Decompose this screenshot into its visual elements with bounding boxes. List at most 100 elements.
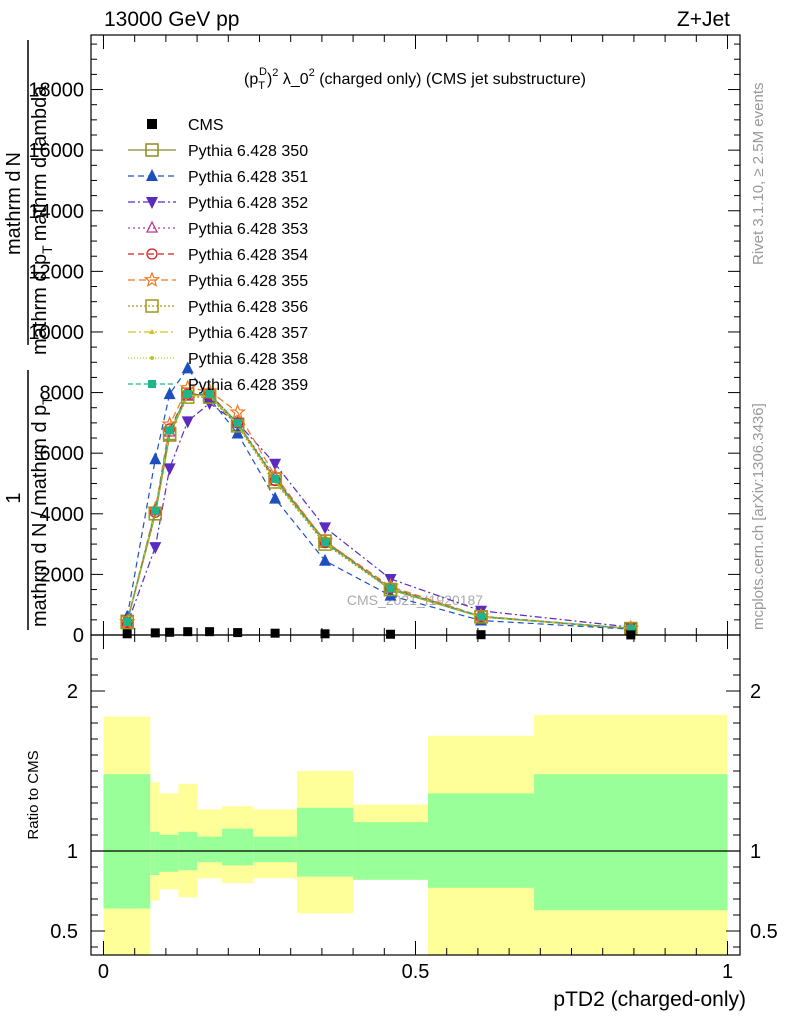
legend-marker bbox=[145, 143, 159, 157]
legend-item-352: Pythia 6.428 352 bbox=[128, 195, 308, 212]
legend-item-357: Pythia 6.428 357 bbox=[128, 325, 308, 342]
cms-point bbox=[270, 628, 280, 638]
upper-panel: 0 2000 4000 6000 8000 10000 12000 14000 16000 180… bbox=[3, 34, 741, 647]
x-tick-label: 0 bbox=[98, 961, 109, 983]
ratio-band-inner bbox=[103, 774, 151, 909]
series-point-356 bbox=[383, 582, 398, 597]
legend-item-358: Pythia 6.428 358 bbox=[128, 351, 308, 368]
ratio-y-label: Ratio to CMS bbox=[25, 750, 42, 839]
legend-item-356: Pythia 6.428 356 bbox=[128, 299, 308, 316]
ratio-y-tick-label: 1 bbox=[67, 841, 78, 863]
legend-label: Pythia 6.428 354 bbox=[188, 247, 308, 264]
ratio-band-inner bbox=[150, 831, 160, 875]
cms-points bbox=[122, 627, 636, 640]
series-point-356 bbox=[120, 615, 134, 630]
header-energy-label: 13000 GeV pp bbox=[104, 8, 239, 31]
legend-label: Pythia 6.428 356 bbox=[188, 299, 308, 316]
upper-y-ticks: 0 2000 4000 6000 8000 10000 12000 14000 16000 180… bbox=[28, 35, 740, 647]
ratio-y-tick-label-right: 0.5 bbox=[750, 921, 778, 943]
ratio-band-inner bbox=[253, 836, 297, 863]
y-tick-label: 12000 bbox=[28, 261, 84, 283]
series-359 bbox=[123, 390, 635, 633]
series-point-359 bbox=[386, 584, 395, 593]
legend-marker bbox=[146, 169, 158, 181]
legend-marker bbox=[150, 356, 154, 360]
series-point-351 bbox=[269, 491, 282, 504]
ratio-band-inner bbox=[534, 774, 728, 911]
legend-item-355: Pythia 6.428 355 bbox=[128, 271, 308, 290]
series-point-351 bbox=[384, 588, 397, 601]
upper-series-group bbox=[118, 361, 640, 636]
series-point-359 bbox=[165, 426, 174, 435]
series-point-359 bbox=[477, 612, 486, 621]
series-point-359 bbox=[271, 474, 280, 483]
ratio-bands bbox=[103, 715, 728, 955]
cms-point bbox=[165, 627, 175, 637]
legend-label: CMS bbox=[188, 117, 224, 134]
ratio-y-tick-label-right: 2 bbox=[750, 681, 761, 703]
cms-point bbox=[233, 628, 243, 638]
legend-label: Pythia 6.428 353 bbox=[188, 221, 308, 238]
series-point-352 bbox=[269, 458, 282, 471]
ratio-band-inner bbox=[427, 793, 535, 888]
series-point-359 bbox=[183, 390, 192, 399]
y-tick-label: 16000 bbox=[28, 140, 84, 162]
ratio-band-inner bbox=[222, 828, 254, 866]
series-point-359 bbox=[123, 617, 132, 626]
ratio-band-inner bbox=[159, 835, 179, 872]
series-point-352 bbox=[181, 416, 194, 429]
y-tick-label: 8000 bbox=[40, 383, 85, 405]
series-line-357 bbox=[126, 395, 631, 630]
y-tick-label: 4000 bbox=[40, 504, 85, 526]
series-point-352 bbox=[319, 522, 332, 535]
cms-point bbox=[386, 629, 396, 639]
series-point-354 bbox=[203, 388, 216, 400]
legend-label: Pythia 6.428 352 bbox=[188, 195, 308, 212]
ratio-y-tick-label: 0.5 bbox=[50, 921, 78, 943]
series-point-354 bbox=[231, 417, 244, 429]
plot-title: (pTD)2 λ_02 (charged only) (CMS jet subs… bbox=[244, 66, 586, 92]
series-point-351 bbox=[163, 387, 176, 400]
series-point-359 bbox=[233, 418, 242, 427]
ylabel-den2: mathrm d pTmathrm d lambda bbox=[29, 85, 55, 355]
series-point-359 bbox=[205, 390, 214, 399]
watermark: CMS_2021_I1920187 bbox=[347, 592, 483, 608]
series-point-352 bbox=[163, 463, 176, 476]
legend-marker bbox=[143, 271, 161, 288]
ylabel-one: 1 bbox=[3, 492, 25, 503]
series-line-351 bbox=[126, 367, 631, 630]
legend-item-350: Pythia 6.428 350 bbox=[128, 143, 308, 160]
cms-point bbox=[320, 629, 330, 639]
mcplots-label: mcplots.cern.ch [arXiv:1306.3436] bbox=[750, 403, 767, 630]
series-point-359 bbox=[151, 506, 160, 515]
ratio-band-inner bbox=[197, 836, 223, 863]
legend-marker bbox=[149, 329, 155, 334]
legend: CMS Pythia 6.428 350 Pythia 6.428 351 Pythi… bbox=[128, 117, 308, 394]
y-tick-label: 18000 bbox=[28, 80, 84, 102]
y-tick-label: 6000 bbox=[40, 443, 85, 465]
lower-ticks: 0.5 0.5 1 1 2 2 0 0.5 1 bbox=[50, 635, 778, 983]
ratio-y-tick-label: 2 bbox=[67, 681, 78, 703]
lower-frame bbox=[90, 634, 741, 956]
header-process-label: Z+Jet bbox=[677, 8, 730, 31]
cms-point bbox=[150, 628, 160, 638]
legend-label: Pythia 6.428 351 bbox=[188, 169, 308, 186]
legend-item-351: Pythia 6.428 351 bbox=[128, 169, 308, 186]
series-point-351 bbox=[181, 361, 194, 374]
legend-item-359: Pythia 6.428 359 bbox=[128, 377, 308, 394]
legend-label: Pythia 6.428 358 bbox=[188, 351, 308, 368]
series-line-355 bbox=[126, 387, 631, 629]
series-point-359 bbox=[626, 624, 635, 633]
y-tick-label: 2000 bbox=[40, 564, 85, 586]
legend-marker bbox=[145, 220, 159, 233]
legend-marker bbox=[145, 299, 159, 313]
legend-marker bbox=[148, 380, 156, 388]
legend-item-354: Pythia 6.428 354 bbox=[128, 247, 308, 264]
rivet-label: Rivet 3.1.10, ≥ 2.5M events bbox=[750, 83, 767, 266]
series-point-355 bbox=[229, 403, 246, 420]
x-axis-label: pTD2 (charged-only) bbox=[553, 988, 746, 1011]
y-tick-label: 14000 bbox=[28, 201, 84, 223]
series-point-352 bbox=[149, 542, 162, 555]
legend-label: Pythia 6.428 350 bbox=[188, 143, 308, 160]
